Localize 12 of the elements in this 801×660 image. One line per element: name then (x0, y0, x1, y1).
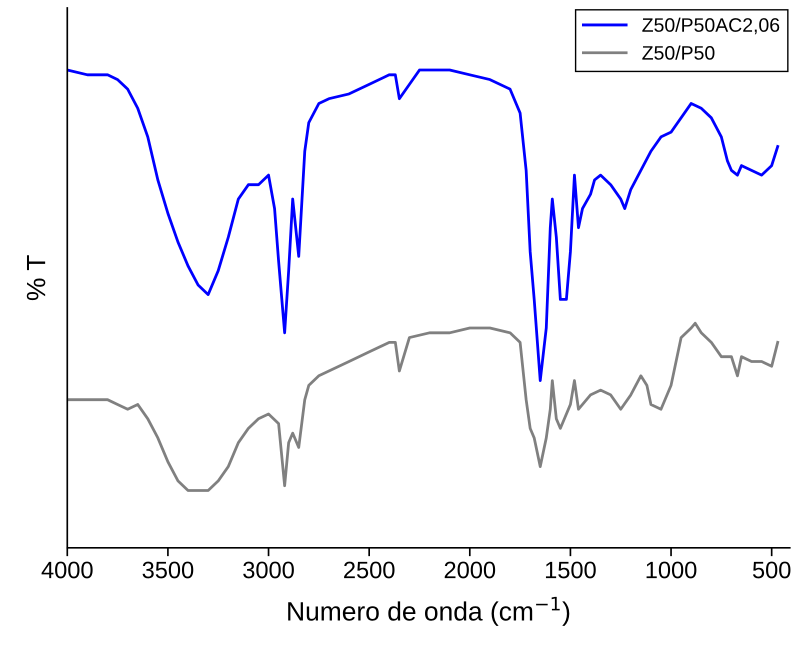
legend-label: Z50/P50AC2,06 (642, 18, 780, 34)
x-tick-label: 500 (752, 562, 790, 578)
legend-label: Z50/P50 (642, 45, 714, 60)
x-tick-label: 2000 (444, 562, 496, 578)
x-tick-label: 2500 (344, 562, 395, 578)
x-tick-label: 3000 (243, 562, 294, 578)
x-tick-label: 3500 (142, 562, 194, 578)
x-axis-title: Numero de onda (cm$^{−1}$) (288, 596, 570, 626)
y-axis-title: % T (26, 255, 46, 300)
x-tick-label: 1500 (546, 562, 596, 578)
x-tick-label: 4000 (42, 562, 93, 578)
x-tick-label: 1000 (646, 562, 696, 578)
